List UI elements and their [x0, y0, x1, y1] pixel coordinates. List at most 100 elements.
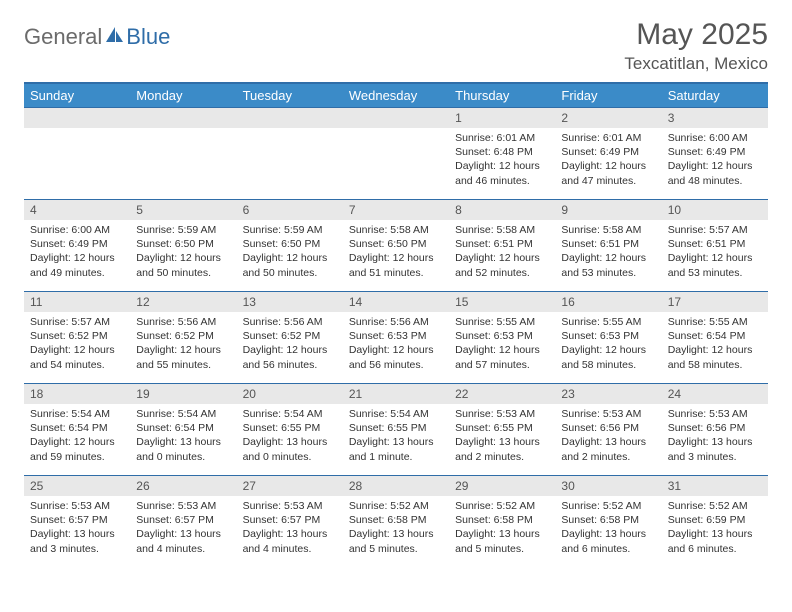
day-number: 31 — [662, 476, 768, 496]
title-block: May 2025 Texcatitlan, Mexico — [624, 18, 768, 74]
day-details: Sunrise: 5:58 AMSunset: 6:51 PMDaylight:… — [449, 220, 555, 284]
day-details: Sunrise: 5:53 AMSunset: 6:57 PMDaylight:… — [130, 496, 236, 560]
day-number: 16 — [555, 292, 661, 312]
logo-sail-icon — [104, 25, 124, 50]
calendar-header-row: SundayMondayTuesdayWednesdayThursdayFrid… — [24, 83, 768, 108]
day-number: 29 — [449, 476, 555, 496]
day-cell: 17Sunrise: 5:55 AMSunset: 6:54 PMDayligh… — [662, 292, 768, 384]
day-number: 28 — [343, 476, 449, 496]
calendar-row: 25Sunrise: 5:53 AMSunset: 6:57 PMDayligh… — [24, 476, 768, 568]
day-details: Sunrise: 5:56 AMSunset: 6:53 PMDaylight:… — [343, 312, 449, 376]
day-details: Sunrise: 5:54 AMSunset: 6:55 PMDaylight:… — [237, 404, 343, 468]
day-number: 3 — [662, 108, 768, 128]
day-cell: 12Sunrise: 5:56 AMSunset: 6:52 PMDayligh… — [130, 292, 236, 384]
day-details: Sunrise: 5:59 AMSunset: 6:50 PMDaylight:… — [130, 220, 236, 284]
day-details: Sunrise: 5:57 AMSunset: 6:52 PMDaylight:… — [24, 312, 130, 376]
day-number: 12 — [130, 292, 236, 312]
logo-text-blue: Blue — [126, 24, 170, 50]
day-details: Sunrise: 5:55 AMSunset: 6:53 PMDaylight:… — [449, 312, 555, 376]
day-number: 5 — [130, 200, 236, 220]
day-details: Sunrise: 5:55 AMSunset: 6:54 PMDaylight:… — [662, 312, 768, 376]
day-cell: 7Sunrise: 5:58 AMSunset: 6:50 PMDaylight… — [343, 200, 449, 292]
day-details: Sunrise: 5:54 AMSunset: 6:55 PMDaylight:… — [343, 404, 449, 468]
day-number — [343, 108, 449, 128]
day-number: 4 — [24, 200, 130, 220]
day-number: 24 — [662, 384, 768, 404]
day-cell: 29Sunrise: 5:52 AMSunset: 6:58 PMDayligh… — [449, 476, 555, 568]
day-number: 20 — [237, 384, 343, 404]
logo-text-general: General — [24, 24, 102, 50]
day-cell: 20Sunrise: 5:54 AMSunset: 6:55 PMDayligh… — [237, 384, 343, 476]
day-number: 2 — [555, 108, 661, 128]
weekday-header: Sunday — [24, 83, 130, 108]
day-details: Sunrise: 5:57 AMSunset: 6:51 PMDaylight:… — [662, 220, 768, 284]
day-number: 26 — [130, 476, 236, 496]
day-cell: 10Sunrise: 5:57 AMSunset: 6:51 PMDayligh… — [662, 200, 768, 292]
day-cell: 5Sunrise: 5:59 AMSunset: 6:50 PMDaylight… — [130, 200, 236, 292]
day-number: 8 — [449, 200, 555, 220]
day-number: 27 — [237, 476, 343, 496]
day-cell: 31Sunrise: 5:52 AMSunset: 6:59 PMDayligh… — [662, 476, 768, 568]
day-details: Sunrise: 5:54 AMSunset: 6:54 PMDaylight:… — [24, 404, 130, 468]
weekday-header: Monday — [130, 83, 236, 108]
day-number: 23 — [555, 384, 661, 404]
day-number: 6 — [237, 200, 343, 220]
day-cell: 24Sunrise: 5:53 AMSunset: 6:56 PMDayligh… — [662, 384, 768, 476]
day-cell: 22Sunrise: 5:53 AMSunset: 6:55 PMDayligh… — [449, 384, 555, 476]
day-number: 19 — [130, 384, 236, 404]
day-details: Sunrise: 6:00 AMSunset: 6:49 PMDaylight:… — [662, 128, 768, 192]
day-details: Sunrise: 5:52 AMSunset: 6:58 PMDaylight:… — [449, 496, 555, 560]
day-number: 21 — [343, 384, 449, 404]
weekday-header: Friday — [555, 83, 661, 108]
day-details: Sunrise: 6:00 AMSunset: 6:49 PMDaylight:… — [24, 220, 130, 284]
day-number: 25 — [24, 476, 130, 496]
empty-cell — [130, 108, 236, 200]
day-details: Sunrise: 6:01 AMSunset: 6:49 PMDaylight:… — [555, 128, 661, 192]
location: Texcatitlan, Mexico — [624, 54, 768, 74]
empty-cell — [237, 108, 343, 200]
day-cell: 1Sunrise: 6:01 AMSunset: 6:48 PMDaylight… — [449, 108, 555, 200]
day-cell: 8Sunrise: 5:58 AMSunset: 6:51 PMDaylight… — [449, 200, 555, 292]
day-cell: 15Sunrise: 5:55 AMSunset: 6:53 PMDayligh… — [449, 292, 555, 384]
day-cell: 4Sunrise: 6:00 AMSunset: 6:49 PMDaylight… — [24, 200, 130, 292]
day-cell: 21Sunrise: 5:54 AMSunset: 6:55 PMDayligh… — [343, 384, 449, 476]
day-cell: 25Sunrise: 5:53 AMSunset: 6:57 PMDayligh… — [24, 476, 130, 568]
day-cell: 6Sunrise: 5:59 AMSunset: 6:50 PMDaylight… — [237, 200, 343, 292]
day-number: 15 — [449, 292, 555, 312]
day-number: 1 — [449, 108, 555, 128]
day-cell: 28Sunrise: 5:52 AMSunset: 6:58 PMDayligh… — [343, 476, 449, 568]
day-details: Sunrise: 5:56 AMSunset: 6:52 PMDaylight:… — [237, 312, 343, 376]
calendar-table: SundayMondayTuesdayWednesdayThursdayFrid… — [24, 82, 768, 568]
day-details: Sunrise: 5:53 AMSunset: 6:57 PMDaylight:… — [24, 496, 130, 560]
header: General Blue May 2025 Texcatitlan, Mexic… — [24, 18, 768, 74]
day-details: Sunrise: 5:53 AMSunset: 6:57 PMDaylight:… — [237, 496, 343, 560]
day-details: Sunrise: 5:58 AMSunset: 6:51 PMDaylight:… — [555, 220, 661, 284]
day-details: Sunrise: 5:59 AMSunset: 6:50 PMDaylight:… — [237, 220, 343, 284]
day-number: 10 — [662, 200, 768, 220]
day-details: Sunrise: 5:52 AMSunset: 6:59 PMDaylight:… — [662, 496, 768, 560]
day-details: Sunrise: 5:55 AMSunset: 6:53 PMDaylight:… — [555, 312, 661, 376]
weekday-header: Thursday — [449, 83, 555, 108]
day-details: Sunrise: 5:54 AMSunset: 6:54 PMDaylight:… — [130, 404, 236, 468]
day-cell: 16Sunrise: 5:55 AMSunset: 6:53 PMDayligh… — [555, 292, 661, 384]
day-number: 14 — [343, 292, 449, 312]
day-cell: 2Sunrise: 6:01 AMSunset: 6:49 PMDaylight… — [555, 108, 661, 200]
day-cell: 9Sunrise: 5:58 AMSunset: 6:51 PMDaylight… — [555, 200, 661, 292]
day-number: 17 — [662, 292, 768, 312]
day-number: 13 — [237, 292, 343, 312]
day-cell: 13Sunrise: 5:56 AMSunset: 6:52 PMDayligh… — [237, 292, 343, 384]
calendar-row: 18Sunrise: 5:54 AMSunset: 6:54 PMDayligh… — [24, 384, 768, 476]
day-number — [237, 108, 343, 128]
day-cell: 14Sunrise: 5:56 AMSunset: 6:53 PMDayligh… — [343, 292, 449, 384]
logo: General Blue — [24, 18, 170, 50]
day-details: Sunrise: 5:53 AMSunset: 6:56 PMDaylight:… — [662, 404, 768, 468]
day-cell: 27Sunrise: 5:53 AMSunset: 6:57 PMDayligh… — [237, 476, 343, 568]
month-title: May 2025 — [624, 18, 768, 52]
day-details: Sunrise: 5:53 AMSunset: 6:55 PMDaylight:… — [449, 404, 555, 468]
day-details: Sunrise: 5:56 AMSunset: 6:52 PMDaylight:… — [130, 312, 236, 376]
calendar-row: 1Sunrise: 6:01 AMSunset: 6:48 PMDaylight… — [24, 108, 768, 200]
calendar-row: 4Sunrise: 6:00 AMSunset: 6:49 PMDaylight… — [24, 200, 768, 292]
day-details: Sunrise: 5:52 AMSunset: 6:58 PMDaylight:… — [555, 496, 661, 560]
empty-cell — [24, 108, 130, 200]
day-details: Sunrise: 6:01 AMSunset: 6:48 PMDaylight:… — [449, 128, 555, 192]
